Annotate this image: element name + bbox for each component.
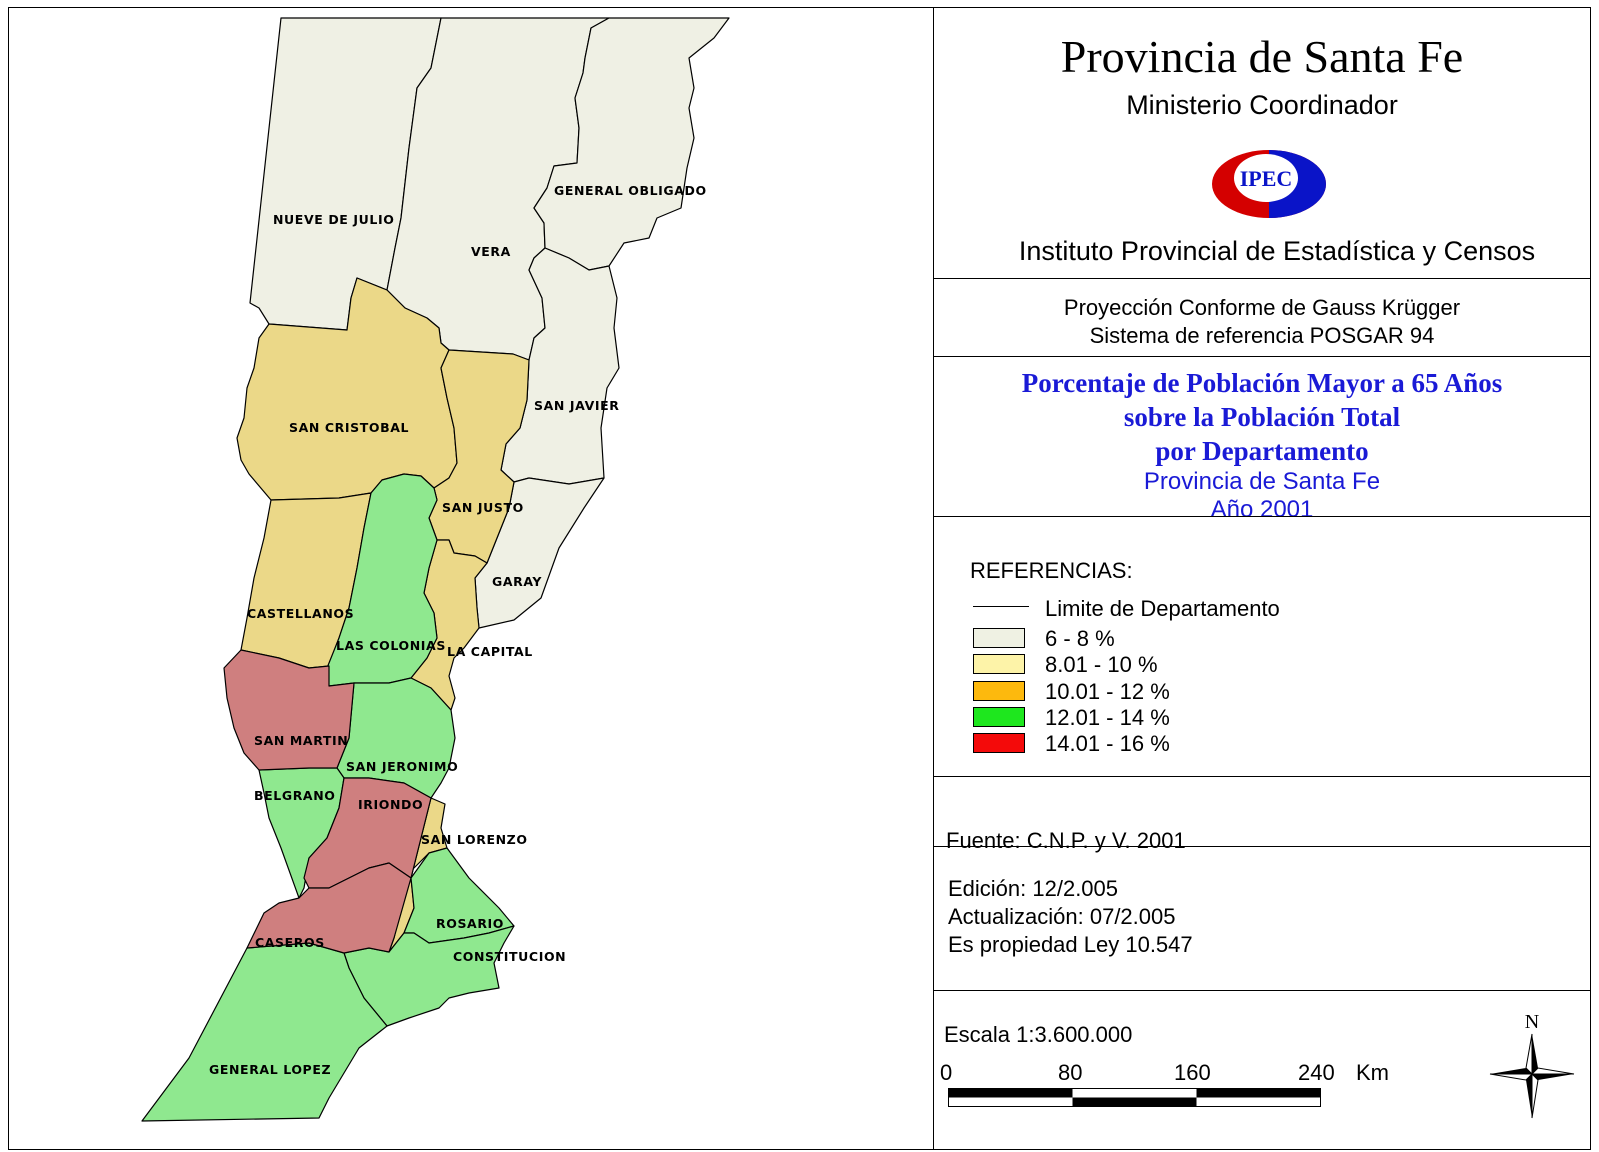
boundary-line-symbol: [973, 606, 1029, 607]
divider: [934, 356, 1590, 357]
legend-title: REFERENCIAS:: [970, 558, 1133, 583]
scale-tick: 0: [940, 1060, 953, 1085]
source-note: Fuente: C.N.P. y V. 2001: [946, 828, 1186, 853]
label-general-lopez: GENERAL LOPEZ: [209, 1062, 331, 1077]
divider: [934, 516, 1590, 517]
theme-subtitle-1: Provincia de Santa Fe: [1143, 468, 1381, 495]
label-general-obligado: GENERAL OBLIGADO: [554, 183, 707, 198]
label-castellanos: CASTELLANOS: [247, 606, 354, 621]
label-rosario: ROSARIO: [436, 916, 504, 931]
label-la-capital: LA CAPITAL: [447, 644, 533, 659]
label-san-lorenzo: SAN LORENZO: [421, 832, 528, 847]
dept-caseros[interactable]: [246, 862, 412, 954]
legend-swatch: [973, 733, 1025, 753]
legend-label: 8.01 - 10 %: [1045, 652, 1158, 677]
logo-text: IPEC: [1240, 166, 1293, 191]
label-las-colonias: LAS COLONIAS: [336, 638, 446, 653]
ministry-label: Ministerio Coordinador: [1126, 90, 1398, 120]
legend-label: 10.01 - 12 %: [1045, 679, 1170, 704]
edition-date: Edición: 12/2.005: [948, 876, 1119, 901]
scale-tick: 160: [1174, 1060, 1211, 1085]
dept-general-lopez[interactable]: [141, 942, 388, 1122]
divider: [934, 278, 1590, 279]
dept-san-martin[interactable]: [223, 649, 355, 771]
dept-las-colonias[interactable]: [326, 473, 438, 687]
label-caseros: CASEROS: [255, 935, 325, 950]
projection-info: Proyección Conforme de Gauss Krügger Sis…: [934, 294, 1590, 350]
scale-bar: [948, 1088, 1321, 1107]
north-label: N: [1525, 1011, 1539, 1033]
legend-swatch: [973, 681, 1025, 701]
theme-subtitle-2: Año 2001: [1210, 496, 1314, 523]
update-date: Actualización: 07/2.005: [948, 904, 1176, 929]
map-frame: NUEVE DE JULIO VERA GENERAL OBLIGADO SAN…: [8, 7, 1591, 1150]
projection-line: Proyección Conforme de Gauss Krügger: [1063, 295, 1461, 320]
legend-label: Limite de Departamento: [1045, 596, 1280, 621]
legend-label: 12.01 - 14 %: [1045, 705, 1170, 730]
label-san-jeronimo: SAN JERONIMO: [346, 759, 458, 774]
label-nueve-de-julio: NUEVE DE JULIO: [273, 212, 394, 227]
divider: [934, 990, 1590, 991]
label-iriondo: IRIONDO: [358, 797, 423, 812]
label-constitucion: CONSTITUCION: [453, 949, 566, 964]
label-garay: GARAY: [492, 574, 542, 589]
legend-swatch: [973, 628, 1025, 648]
label-san-javier: SAN JAVIER: [534, 398, 619, 413]
label-san-martin: SAN MARTIN: [254, 733, 348, 748]
scale-unit: Km: [1356, 1060, 1389, 1085]
map-theme: Porcentaje de Población Mayor a 65 Años …: [934, 366, 1590, 524]
ipec-logo: IPEC: [1212, 150, 1326, 218]
theme-line-2: sobre la Población Total: [1123, 402, 1401, 432]
label-vera: VERA: [471, 244, 511, 259]
theme-line-1: Porcentaje de Población Mayor a 65 Años: [1021, 368, 1503, 398]
property-note: Es propiedad Ley 10.547: [948, 932, 1193, 957]
page-title: Provincia de Santa Fe: [1060, 31, 1464, 82]
legend-label: 6 - 8 %: [1045, 626, 1115, 651]
legend-swatch: [973, 654, 1025, 674]
scale-tick: 80: [1058, 1060, 1083, 1085]
divider: [934, 776, 1590, 777]
divider: [934, 846, 1590, 847]
department-map: NUEVE DE JULIO VERA GENERAL OBLIGADO SAN…: [141, 17, 730, 1122]
scale-tick: 240: [1298, 1060, 1335, 1085]
info-panel: Provincia de Santa Fe Ministerio Coordin…: [933, 8, 1590, 1149]
label-belgrano: BELGRANO: [254, 788, 335, 803]
legend-swatch: [973, 707, 1025, 727]
label-san-justo: SAN JUSTO: [442, 500, 524, 515]
theme-line-3: por Departamento: [1155, 436, 1369, 466]
datum-line: Sistema de referencia POSGAR 94: [1089, 323, 1435, 348]
label-san-cristobal: SAN CRISTOBAL: [289, 420, 409, 435]
scale-label: Escala 1:3.600.000: [944, 1022, 1133, 1047]
map-panel: NUEVE DE JULIO VERA GENERAL OBLIGADO SAN…: [9, 8, 933, 1149]
institute-name: Instituto Provincial de Estadística y Ce…: [1018, 236, 1536, 266]
north-arrow-icon: N: [1489, 1011, 1575, 1119]
legend-label: 14.01 - 16 %: [1045, 731, 1170, 756]
